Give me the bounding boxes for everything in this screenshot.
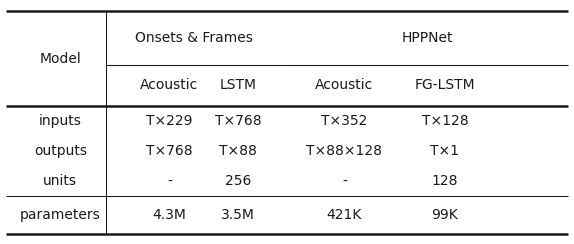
Text: T×88×128: T×88×128: [307, 144, 382, 158]
Text: T×1: T×1: [430, 144, 459, 158]
Text: T×768: T×768: [146, 144, 193, 158]
Text: 421K: 421K: [327, 208, 362, 222]
Text: inputs: inputs: [39, 114, 82, 128]
Text: HPPNet: HPPNet: [402, 31, 453, 45]
Text: -: -: [342, 174, 347, 188]
Text: T×88: T×88: [219, 144, 257, 158]
Text: units: units: [43, 174, 77, 188]
Text: -: -: [167, 174, 172, 188]
Text: T×128: T×128: [421, 114, 468, 128]
Text: 256: 256: [225, 174, 251, 188]
Text: FG-LSTM: FG-LSTM: [414, 78, 475, 92]
Text: LSTM: LSTM: [220, 78, 257, 92]
Text: Acoustic: Acoustic: [140, 78, 199, 92]
Text: 99K: 99K: [432, 208, 458, 222]
Text: parameters: parameters: [20, 208, 100, 222]
Text: Onsets & Frames: Onsets & Frames: [135, 31, 253, 45]
Text: Model: Model: [40, 51, 81, 66]
Text: outputs: outputs: [34, 144, 87, 158]
Text: 4.3M: 4.3M: [152, 208, 187, 222]
Text: T×352: T×352: [321, 114, 367, 128]
Text: T×229: T×229: [146, 114, 193, 128]
Text: 3.5M: 3.5M: [221, 208, 255, 222]
Text: T×768: T×768: [215, 114, 262, 128]
Text: 128: 128: [432, 174, 458, 188]
Text: Acoustic: Acoustic: [315, 78, 374, 92]
